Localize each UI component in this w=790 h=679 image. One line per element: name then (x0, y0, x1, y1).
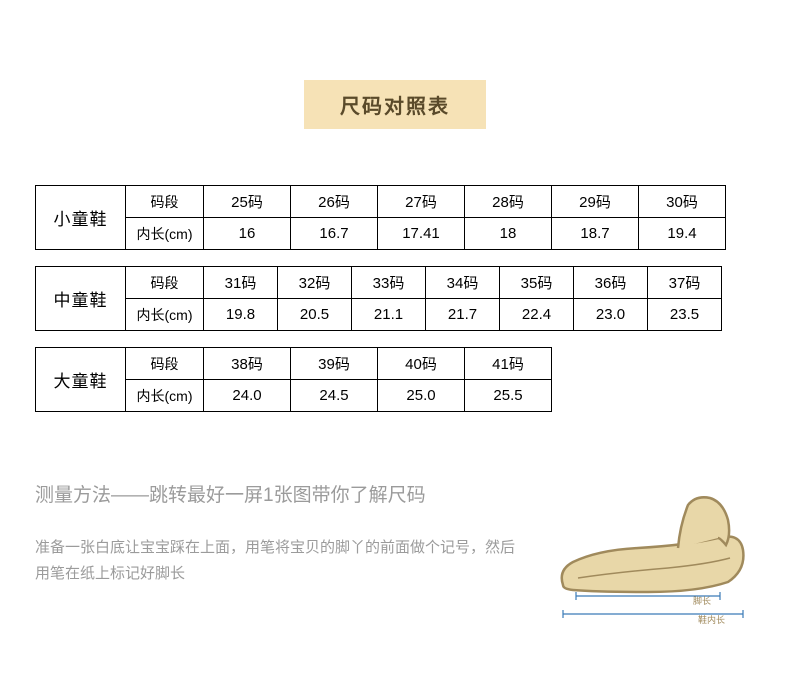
group-label-medium: 中童鞋 (36, 267, 126, 331)
row-label: 内长(cm) (126, 218, 204, 250)
table-medium: 中童鞋 码段 31码 32码 33码 34码 35码 36码 37码 内长(cm… (35, 266, 722, 331)
length-cell: 25.5 (465, 380, 552, 412)
size-cell: 41码 (465, 348, 552, 380)
row-label: 内长(cm) (126, 380, 204, 412)
size-cell: 25码 (204, 186, 291, 218)
size-cell: 38码 (204, 348, 291, 380)
size-tables: 小童鞋 码段 25码 26码 27码 28码 29码 30码 内长(cm) 16… (35, 185, 755, 428)
length-cell: 25.0 (378, 380, 465, 412)
length-cell: 24.0 (204, 380, 291, 412)
length-cell: 24.5 (291, 380, 378, 412)
length-cell: 21.7 (426, 299, 500, 331)
length-cell: 20.5 (278, 299, 352, 331)
size-cell: 27码 (378, 186, 465, 218)
foot-diagram: 脚长 鞋内长 (548, 490, 748, 630)
group-label-large: 大童鞋 (36, 348, 126, 412)
length-cell: 16 (204, 218, 291, 250)
diagram-label-inner: 鞋内长 (698, 614, 725, 625)
size-cell: 29码 (552, 186, 639, 218)
size-cell: 30码 (639, 186, 726, 218)
row-label: 码段 (126, 348, 204, 380)
table-small: 小童鞋 码段 25码 26码 27码 28码 29码 30码 内长(cm) 16… (35, 185, 726, 250)
length-cell: 23.0 (574, 299, 648, 331)
row-label: 内长(cm) (126, 299, 204, 331)
size-cell: 26码 (291, 186, 378, 218)
title-badge: 尺码对照表 (304, 80, 486, 129)
size-cell: 32码 (278, 267, 352, 299)
table-large: 大童鞋 码段 38码 39码 40码 41码 内长(cm) 24.0 24.5 … (35, 347, 552, 412)
foot-diagram-icon: 脚长 鞋内长 (548, 490, 748, 640)
size-cell: 34码 (426, 267, 500, 299)
length-cell: 19.4 (639, 218, 726, 250)
length-cell: 16.7 (291, 218, 378, 250)
measurement-section: 测量方法——跳转最好一屏1张图带你了解尺码 准备一张白底让宝宝踩在上面，用笔将宝… (35, 480, 525, 586)
length-cell: 17.41 (378, 218, 465, 250)
length-cell: 19.8 (204, 299, 278, 331)
size-cell: 37码 (648, 267, 722, 299)
size-cell: 28码 (465, 186, 552, 218)
length-cell: 18.7 (552, 218, 639, 250)
size-cell: 35码 (500, 267, 574, 299)
length-cell: 23.5 (648, 299, 722, 331)
measurement-heading: 测量方法——跳转最好一屏1张图带你了解尺码 (35, 480, 525, 507)
measurement-body: 准备一张白底让宝宝踩在上面，用笔将宝贝的脚丫的前面做个记号，然后用笔在纸上标记好… (35, 535, 525, 586)
diagram-label-foot: 脚长 (693, 595, 711, 606)
group-label-small: 小童鞋 (36, 186, 126, 250)
row-label: 码段 (126, 267, 204, 299)
length-cell: 21.1 (352, 299, 426, 331)
size-cell: 40码 (378, 348, 465, 380)
size-cell: 39码 (291, 348, 378, 380)
length-cell: 18 (465, 218, 552, 250)
length-cell: 22.4 (500, 299, 574, 331)
size-cell: 36码 (574, 267, 648, 299)
size-cell: 31码 (204, 267, 278, 299)
row-label: 码段 (126, 186, 204, 218)
size-cell: 33码 (352, 267, 426, 299)
